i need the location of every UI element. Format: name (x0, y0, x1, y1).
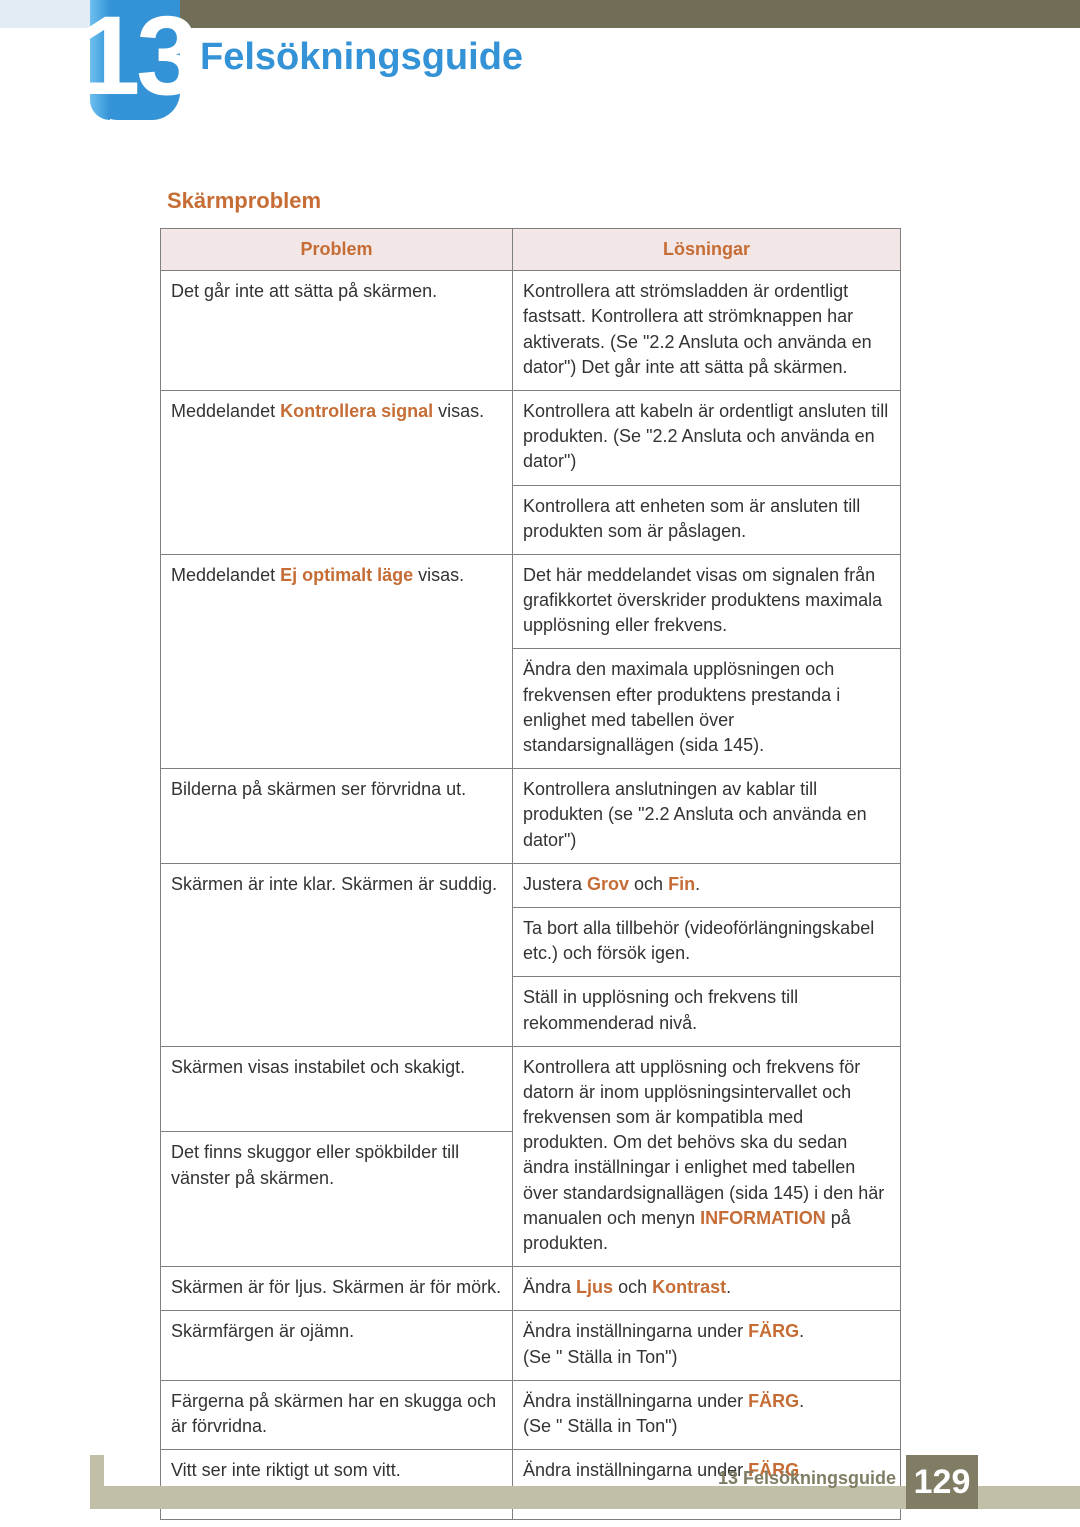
solution-cell: Ändra inställningarna under FÄRG.(Se " S… (513, 1311, 901, 1380)
problem-cell: Skärmen visas instabilet och skakigt. (161, 1046, 513, 1132)
table-header-problem: Problem (161, 229, 513, 271)
solution-cell: Ställ in upplösning och frekvens till re… (513, 977, 901, 1046)
solution-cell: Ta bort alla tillbehör (videoförlängning… (513, 907, 901, 976)
problem-cell: Bilderna på skärmen ser förvridna ut. (161, 769, 513, 864)
solution-cell: Kontrollera att enheten som är ansluten … (513, 485, 901, 554)
table-row: Meddelandet Kontrollera signal visas.Kon… (161, 390, 901, 485)
solution-cell: Det här meddelandet visas om signalen fr… (513, 554, 901, 649)
chapter-number: 13 (78, 0, 195, 112)
troubleshooting-table-wrap: Problem Lösningar Det går inte att sätta… (160, 228, 900, 1520)
chapter-title: Felsökningsguide (200, 36, 523, 79)
problem-cell: Skärmfärgen är ojämn. (161, 1311, 513, 1380)
table-row: Skärmen är för ljus. Skärmen är för mörk… (161, 1267, 901, 1311)
section-heading: Skärmproblem (167, 188, 321, 214)
table-row: Färgerna på skärmen har en skugga och är… (161, 1380, 901, 1449)
footer-chapter-label: 13 Felsökningsguide (600, 1468, 896, 1489)
table-row: Bilderna på skärmen ser förvridna ut.Kon… (161, 769, 901, 864)
table-row: Skärmen är inte klar. Skärmen är suddig.… (161, 863, 901, 907)
solution-cell: Kontrollera att kabeln är ordentligt ans… (513, 390, 901, 485)
table-row: Skärmen visas instabilet och skakigt.Kon… (161, 1046, 901, 1132)
table-row: Skärmfärgen är ojämn.Ändra inställningar… (161, 1311, 901, 1380)
table-row: Det går inte att sätta på skärmen.Kontro… (161, 271, 901, 391)
problem-cell: Skärmen är för ljus. Skärmen är för mörk… (161, 1267, 513, 1311)
table-body: Det går inte att sätta på skärmen.Kontro… (161, 271, 901, 1519)
solution-cell: Kontrollera att strömsladden är ordentli… (513, 271, 901, 391)
page-number: 129 (906, 1455, 978, 1509)
solution-cell: Kontrollera att upplösning och frekvens … (513, 1046, 901, 1267)
solution-cell: Ändra Ljus och Kontrast. (513, 1267, 901, 1311)
problem-cell: Det går inte att sätta på skärmen. (161, 271, 513, 391)
problem-cell: Det finns skuggor eller spökbilder till … (161, 1132, 513, 1267)
problem-cell: Meddelandet Kontrollera signal visas. (161, 390, 513, 554)
problem-cell: Meddelandet Ej optimalt läge visas. (161, 554, 513, 768)
footer-side-bar (90, 1455, 104, 1509)
solution-cell: Ändra inställningarna under FÄRG.(Se " S… (513, 1380, 901, 1449)
table-header-solution: Lösningar (513, 229, 901, 271)
problem-cell: Skärmen är inte klar. Skärmen är suddig. (161, 863, 513, 1046)
problem-cell: Färgerna på skärmen har en skugga och är… (161, 1380, 513, 1449)
troubleshooting-table: Problem Lösningar Det går inte att sätta… (160, 228, 901, 1520)
solution-cell: Ändra den maximala upplösningen och frek… (513, 649, 901, 769)
solution-cell: Justera Grov och Fin. (513, 863, 901, 907)
solution-cell: Kontrollera anslutningen av kablar till … (513, 769, 901, 864)
table-row: Meddelandet Ej optimalt läge visas.Det h… (161, 554, 901, 649)
